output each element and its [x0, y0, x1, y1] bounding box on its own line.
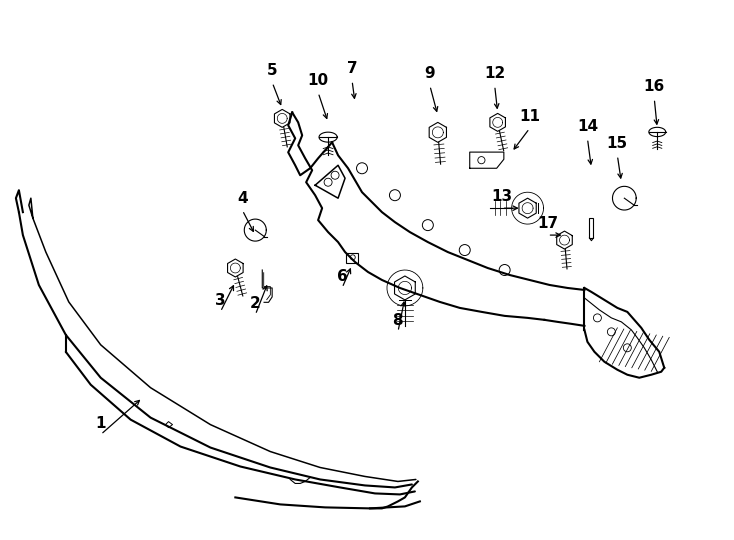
Circle shape	[324, 178, 332, 186]
Text: 6: 6	[337, 269, 347, 284]
Text: 11: 11	[519, 110, 540, 124]
Text: 17: 17	[537, 216, 558, 231]
Circle shape	[623, 344, 631, 352]
Circle shape	[459, 245, 470, 255]
Text: 16: 16	[644, 79, 665, 94]
Text: 8: 8	[393, 313, 403, 328]
Circle shape	[607, 328, 615, 336]
Text: 3: 3	[215, 293, 225, 308]
Text: 14: 14	[577, 119, 598, 134]
Circle shape	[422, 220, 433, 231]
Text: 10: 10	[308, 73, 329, 89]
Text: 1: 1	[95, 416, 106, 430]
Circle shape	[478, 157, 485, 164]
Text: 12: 12	[484, 66, 505, 82]
Circle shape	[357, 163, 368, 174]
Circle shape	[350, 255, 355, 260]
Text: 4: 4	[237, 191, 247, 206]
Text: 7: 7	[346, 62, 357, 77]
Bar	[346, 253, 357, 263]
Text: 13: 13	[491, 189, 512, 204]
Circle shape	[331, 171, 339, 179]
Text: 15: 15	[607, 136, 628, 151]
FancyBboxPatch shape	[589, 218, 593, 238]
Text: 5: 5	[267, 64, 277, 78]
Text: 2: 2	[250, 296, 261, 311]
Circle shape	[499, 265, 510, 275]
Text: 9: 9	[424, 66, 435, 82]
Circle shape	[593, 314, 601, 322]
Circle shape	[390, 190, 401, 201]
